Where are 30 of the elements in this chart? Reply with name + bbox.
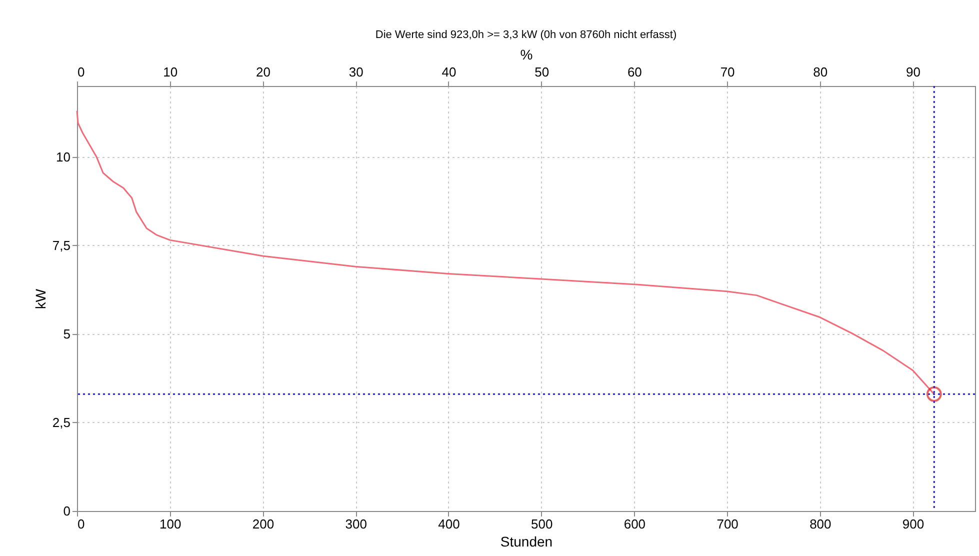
x2-tick-label: 70 [720, 64, 735, 80]
x2-tick-label: 10 [163, 64, 178, 80]
x2-tick-label: 80 [813, 64, 828, 80]
x2-tick-label: 0 [78, 64, 85, 80]
x2-axis-title: % [520, 46, 533, 62]
x-tick-label: 800 [810, 516, 832, 532]
x2-tick-label: 30 [348, 64, 364, 80]
x-tick-label: 0 [78, 516, 85, 532]
chart-title: Die Werte sind 923,0h >= 3,3 kW (0h von 8760h nicht erfasst) [375, 29, 677, 41]
x-tick-label: 600 [624, 516, 646, 532]
x-axis-title: Stunden [500, 534, 553, 550]
x-tick-label: 200 [252, 516, 274, 532]
x2-tick-label: 90 [906, 64, 921, 80]
x-tick-label: 100 [160, 516, 182, 532]
y-tick-label: 7,5 [52, 238, 70, 253]
x-tick-label: 700 [716, 516, 738, 532]
y-tick-label: 0 [63, 504, 70, 518]
x2-tick-label: 50 [534, 64, 550, 80]
y-tick-label: 2,5 [52, 414, 70, 430]
x-tick-label: 300 [345, 516, 367, 532]
y-axis-title: kW [32, 288, 48, 310]
y-tick-label: 10 [56, 149, 70, 164]
x2-tick-label: 40 [442, 64, 456, 80]
x-tick-label: 500 [530, 516, 553, 532]
x-tick-label: 900 [902, 516, 924, 532]
x-tick-label: 400 [438, 516, 460, 532]
x2-tick-label: 60 [627, 64, 642, 80]
line-series [76, 110, 935, 395]
x2-tick-label: 20 [256, 64, 270, 80]
y-tick-label: 5 [63, 326, 70, 342]
